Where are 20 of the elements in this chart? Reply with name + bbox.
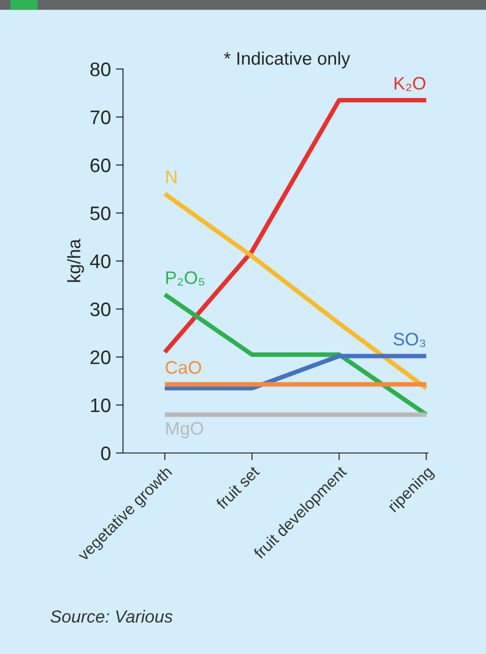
y-tick-label: 0	[101, 446, 110, 460]
series-label: MgO	[166, 422, 204, 438]
x-tick-label: fruit set	[215, 464, 260, 510]
series-label: SO₃	[394, 332, 426, 347]
line-series	[162, 192, 428, 390]
y-tick-label: 30	[90, 302, 110, 316]
y-tick-label: 60	[90, 158, 110, 172]
y-tick-label: 70	[90, 110, 110, 124]
y-tick-label: 40	[90, 254, 110, 268]
series-label: K₂O	[394, 76, 426, 92]
series-label: CaO	[166, 361, 202, 374]
y-tick-label: 10	[91, 398, 110, 412]
y-tick-label: 80	[90, 62, 110, 76]
y-tick-label: 20	[90, 350, 110, 364]
y-tick-label: 50	[90, 206, 110, 220]
text: * Indicative only	[224, 52, 350, 68]
series-label: N	[166, 170, 176, 184]
series-label: P₂O₅	[166, 271, 204, 286]
y-axis-title: kg/ha	[67, 238, 84, 282]
source-note: Source: Various	[50, 610, 173, 623]
